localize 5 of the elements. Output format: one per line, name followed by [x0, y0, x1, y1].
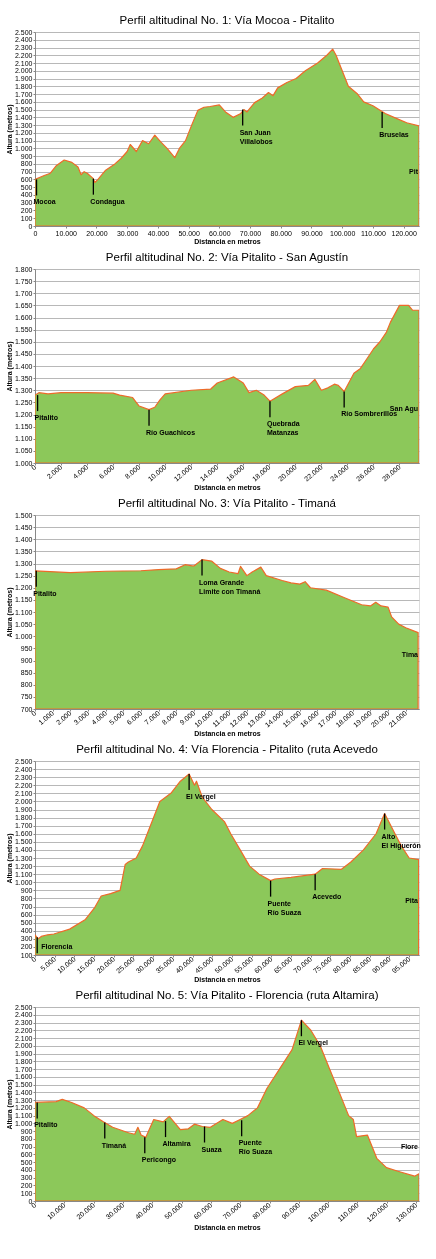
chart-title: Perfil altitudinal No. 4: Vía Florencia - Pitalito (ruta Acevedo [76, 742, 378, 755]
chart-title: Perfil altitudinal No. 3: Vía Pitalito - Timaná [118, 496, 337, 509]
chart-title: Perfil altitudinal No. 1: Vía Mocoa - Pitalito [119, 13, 335, 26]
chart-title: Perfil altitudinal No. 2: Vía Pitalito - San Agustín [105, 250, 349, 263]
chart-title: Perfil altitudinal No. 5: Vía Pitalito - Florencia (ruta Altamira) [75, 988, 379, 1001]
